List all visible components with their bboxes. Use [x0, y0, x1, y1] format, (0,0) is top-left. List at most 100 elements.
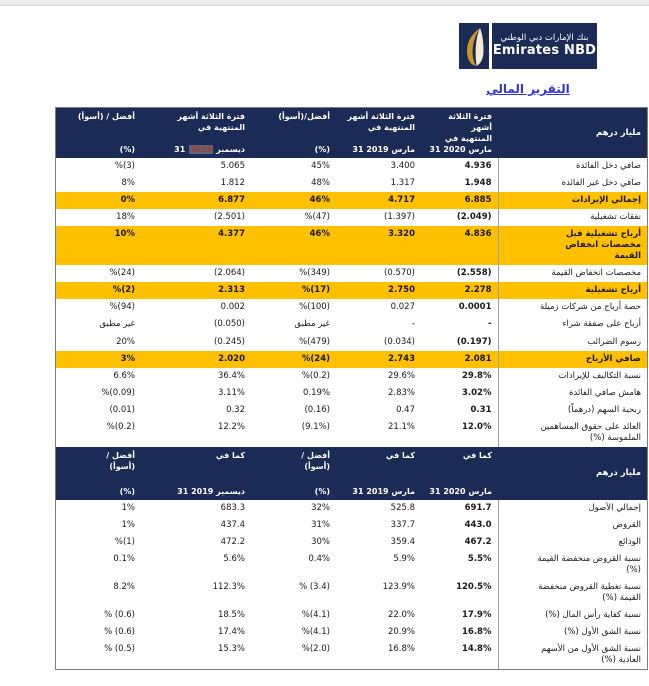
cell-dec2019: (0.050): [214, 319, 245, 330]
cell-mar2019: -: [411, 319, 415, 330]
table-row: رسوم الضرائب (0.197) (0.034) %(479) (0.245) 2…: [56, 333, 647, 351]
table-row: مخصصات انخفاض القيمة (2.558) (0.570) %(349)…: [56, 265, 647, 283]
cell-pct-vs-dec2019: %(2): [56, 282, 141, 300]
column-header-mar2020: كما في 31 مارس 2020: [421, 446, 498, 500]
cell-dec2019: 3.11%: [217, 387, 245, 398]
cell-mar2020: (2.049): [456, 212, 492, 223]
cell-pct-vs-mar2019: %(24): [251, 350, 336, 368]
cell-pct-vs-mar2019: %(349): [299, 268, 330, 279]
column-header-mar2020: فترة الثلاثة أشهر المنتهية في 31 مارس 2020: [421, 108, 498, 158]
cell-mar2020: (0.197): [456, 336, 492, 347]
cell-mar2019: 3.320: [336, 226, 421, 266]
cell-dec2019: 5.065: [220, 161, 245, 171]
cell-pct-vs-mar2019: 0.19%: [302, 387, 330, 398]
cell-mar2019: 2.743: [336, 350, 421, 368]
column-header-dec2019: كما في 31 ديسمبر 2019: [141, 446, 251, 500]
balance-sheet-table: مليار درهم كما في 31 مارس 2020 كما في 31 مار…: [56, 446, 647, 670]
table-row: نفقات تشغيلية (2.049) (1.397) %(47) (2.501) 1…: [56, 209, 647, 227]
table-row: صافي دخل غير الفائدة 1.948 1.317 48% 1.812 8%: [56, 175, 647, 193]
column-header-mar2019: فترة الثلاثة أشهر المنتهية في 31 مارس 2019: [336, 108, 421, 158]
cell-mar2019: 29.6%: [387, 370, 415, 381]
cell-mar2020: 6.885: [421, 192, 498, 210]
cell-pct-vs-dec2019: 8.2%: [113, 582, 135, 593]
row-label: نسبة الشق الأول (%): [497, 624, 647, 642]
row-label: نسبة القروض منخفضة القيمة (%): [497, 550, 647, 580]
column-header-dec2019: فترة الثلاثة أشهر المنتهية في 31 ديسمبر 20…: [141, 108, 251, 158]
cell-mar2020: 2.081: [421, 350, 498, 368]
cell-pct-vs-mar2019: %(0.2): [301, 370, 330, 381]
cell-pct-vs-dec2019: 10%: [56, 226, 141, 266]
revised-year-mark: 2019: [189, 145, 214, 154]
cell-dec2019: (2.064): [214, 268, 245, 279]
cell-mar2019: 2.750: [336, 282, 421, 300]
logo-divider: [489, 23, 492, 69]
cell-pct-vs-dec2019: %(3): [114, 161, 135, 171]
cell-dec2019: 1.812: [220, 178, 245, 189]
column-header-pct-vs-dec2019: أفضل / (أسوأ) (%): [56, 446, 141, 500]
cell-pct-vs-mar2019: %(4.1): [301, 610, 330, 621]
cell-mar2020: 12.0%: [462, 421, 492, 432]
row-label: صافي الأرباح: [497, 350, 647, 368]
cell-mar2020: 5.5%: [467, 553, 492, 564]
cell-mar2019: 2.83%: [387, 387, 415, 398]
row-label: القروض: [497, 516, 647, 534]
cell-mar2019: 123.9%: [382, 582, 415, 593]
table-row: إجمالي الإيرادات 6.885 4.717 46% 6.877 0%: [56, 192, 647, 210]
cell-pct-vs-dec2019: (0.01): [109, 404, 135, 415]
table-row: نسبة التكاليف للإيرادات 29.8% 29.6% %(0.2) 3…: [56, 367, 647, 385]
logo-text-block: بنك الإمارات دبي الوطني Emirates NBD: [492, 23, 597, 69]
cell-mar2019: 1.317: [390, 178, 415, 189]
row-label: أرباح على صفقة شراء: [497, 316, 647, 334]
cell-dec2019: 2.313: [141, 282, 251, 300]
cell-pct-vs-mar2019: %(2.0): [301, 644, 330, 655]
cell-mar2019: 359.4: [390, 536, 415, 547]
cell-mar2019: 0.47: [396, 404, 415, 415]
row-label: نسبة الشق الأول من الأسهم العادية (%): [497, 641, 647, 670]
cell-pct-vs-mar2019: %(4.1): [301, 627, 330, 638]
report-title-link[interactable]: التقرير المالي: [486, 82, 570, 96]
table-row: أرباح على صفقة شراء - - غير مطبق (0.050) غير …: [56, 316, 647, 334]
cell-pct-vs-dec2019: % (0.6): [104, 610, 135, 621]
cell-pct-vs-mar2019: (9.1%): [301, 421, 330, 432]
table-row: نسبة الشق الأول من الأسهم العادية (%) 14.…: [56, 641, 647, 670]
row-label: أرباح تشغيلية: [497, 282, 647, 300]
cell-mar2020: 467.2: [464, 536, 492, 547]
cell-pct-vs-mar2019: %(17): [251, 282, 336, 300]
cell-dec2019: 0.002: [220, 302, 245, 313]
cell-dec2019: (0.245): [214, 336, 245, 347]
cell-pct-vs-mar2019: 46%: [251, 192, 336, 210]
unit-label: مليار درهم: [498, 446, 647, 500]
cell-dec2019: 683.3: [220, 502, 245, 513]
cell-mar2019: 337.7: [390, 519, 415, 530]
cell-dec2019: 5.6%: [223, 553, 245, 564]
cell-pct-vs-mar2019: 32%: [311, 502, 330, 513]
table-row: صافي الأرباح 2.081 2.743 %(24) 2.020 3%: [56, 350, 647, 368]
bank-name-arabic: بنك الإمارات دبي الوطني: [500, 32, 589, 43]
cell-pct-vs-dec2019: 1%: [121, 519, 136, 530]
cell-dec2019: 112.3%: [212, 582, 245, 593]
cell-mar2019: 3.400: [390, 161, 415, 171]
header-row: مليار درهم كما في 31 مارس 2020 كما في 31 مار…: [56, 446, 647, 500]
table-row: نسبة الشق الأول (%) 16.8% 20.9% %(4.1) 17.4%…: [56, 624, 647, 642]
unit-label: مليار درهم: [498, 108, 647, 158]
cell-mar2020: 17.9%: [462, 610, 492, 621]
cell-mar2020: 120.5%: [456, 582, 492, 593]
cell-dec2019: (2.501): [214, 212, 245, 223]
cell-pct-vs-mar2019: 30%: [311, 536, 330, 547]
row-label: صافي دخل غير الفائدة: [497, 175, 647, 193]
cell-mar2020: 691.7: [464, 502, 492, 513]
cell-pct-vs-dec2019: 20%: [116, 336, 135, 347]
cell-pct-vs-dec2019: غير مطبق: [99, 319, 135, 330]
table-row: نسبة تغطية القروض منخفضة القيمة (%) 120.5…: [56, 579, 647, 608]
table-row: نسبة القروض منخفضة القيمة (%) 5.5% 5.9% 0.4…: [56, 550, 647, 580]
cell-pct-vs-mar2019: %(100): [299, 302, 330, 313]
table-row: العائد على حقوق المساهمين الملموسة (%) 12…: [56, 418, 647, 447]
cell-pct-vs-dec2019: 1%: [121, 502, 136, 513]
cell-mar2019: (0.570): [384, 268, 415, 279]
financial-tables-box: مليار درهم فترة الثلاثة أشهر المنتهية في 31…: [55, 107, 648, 671]
cell-pct-vs-mar2019: 0.4%: [308, 553, 330, 564]
cell-mar2019: 16.8%: [387, 644, 415, 655]
cell-dec2019: 12.2%: [217, 421, 245, 432]
row-label: رسوم الضرائب: [497, 333, 647, 351]
cell-pct-vs-mar2019: 48%: [311, 178, 330, 189]
